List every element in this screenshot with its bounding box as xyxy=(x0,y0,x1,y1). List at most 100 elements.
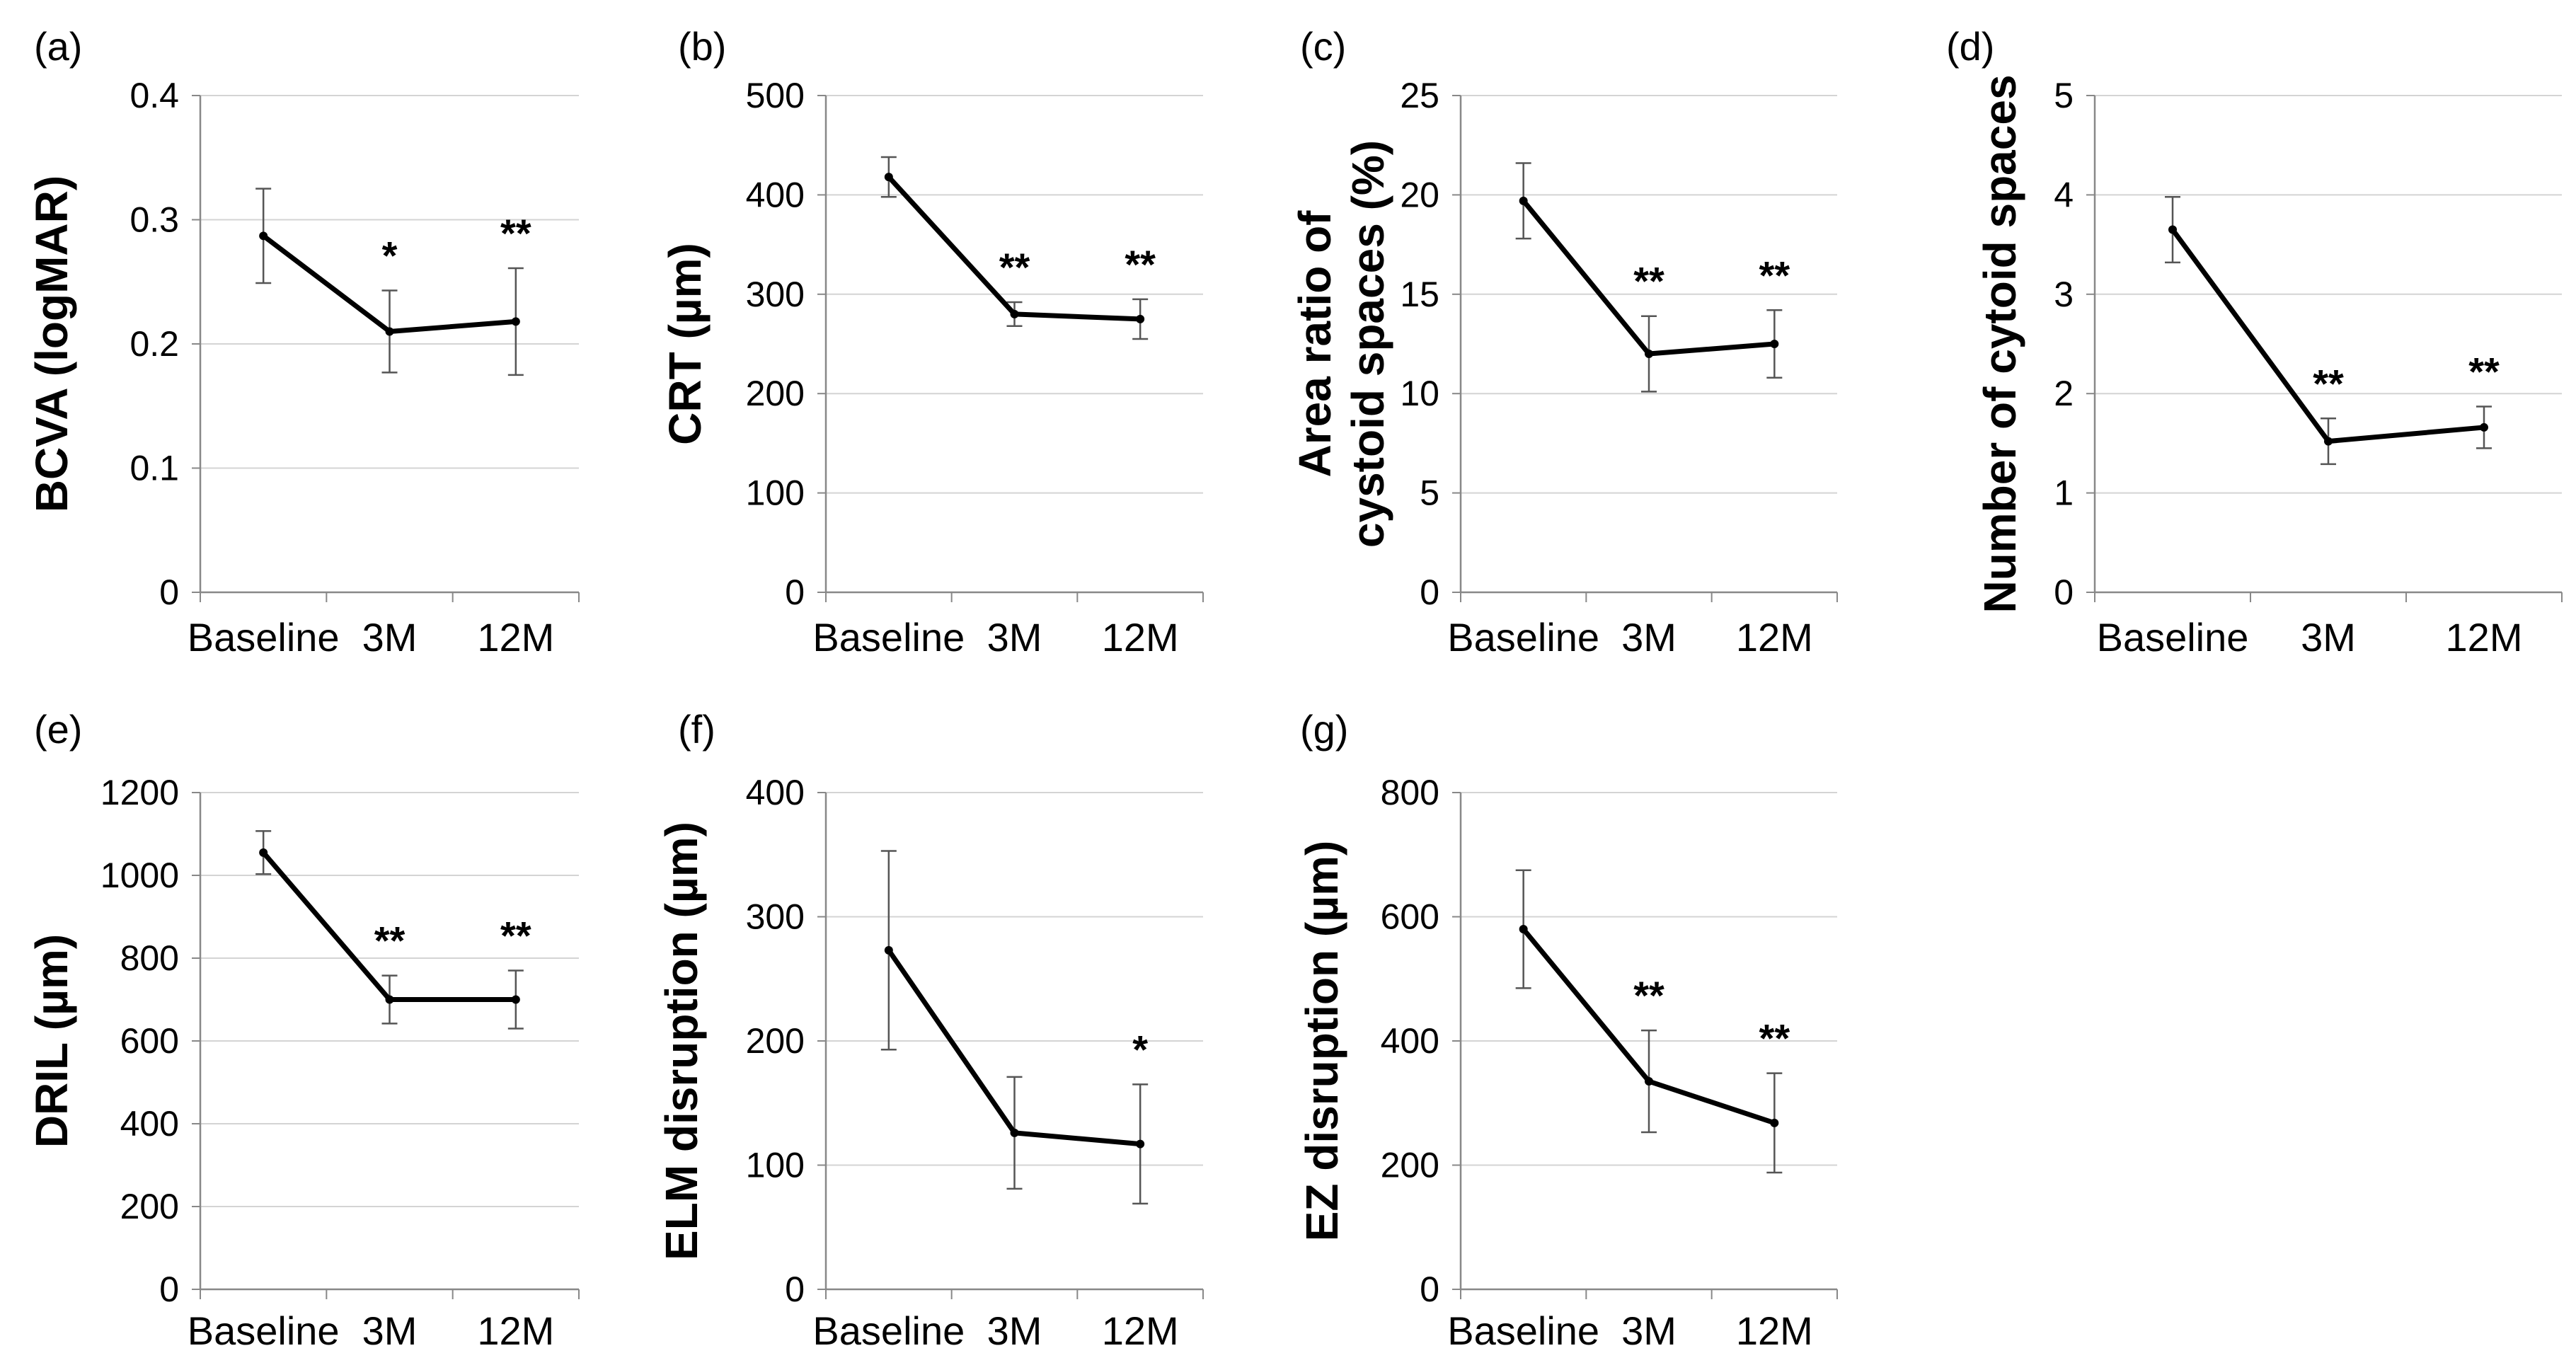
panel-a-data-point xyxy=(385,327,394,336)
panel-c-category-12m: 12M xyxy=(1736,615,1813,660)
panel-e-ylabel: DRIL (µm) xyxy=(26,934,77,1148)
panel-e-ytick-label: 200 xyxy=(120,1187,179,1226)
panel-f-ytick-label: 300 xyxy=(746,897,805,937)
panel-g-ylabel: EZ disruption (µm) xyxy=(1296,841,1347,1242)
panel-b-data-point xyxy=(1010,309,1019,318)
panel-c-ytick-label: 0 xyxy=(1420,572,1439,612)
panel-a-category-3m: 3M xyxy=(362,615,418,660)
panel-e-ytick-label: 1200 xyxy=(100,773,179,812)
panel-c-ytick-label: 25 xyxy=(1400,76,1439,115)
panel-e-category-baseline: Baseline xyxy=(188,1308,340,1353)
panel-f-ylabel: ELM disruption (µm) xyxy=(656,822,707,1260)
panel-c-data-point xyxy=(1645,350,1653,359)
panel-f-ytick-label: 100 xyxy=(746,1146,805,1185)
panel-b-ytick-label: 200 xyxy=(746,374,805,413)
panel-d-category-baseline: Baseline xyxy=(2097,615,2249,660)
panel-c-data-point xyxy=(1770,340,1779,348)
panel-d-ytick-label: 4 xyxy=(2054,175,2074,214)
panel-a-category-baseline: Baseline xyxy=(188,615,340,660)
panel-g-significance-marker: ** xyxy=(1633,973,1664,1018)
panel-d-chart: (d) 0 1 2 3 4 5 Baseline 3M 12M ** ** Number of cyto… xyxy=(1946,24,2563,660)
panel-c-significance-marker: ** xyxy=(1759,253,1790,297)
panel-f-category-3m: 3M xyxy=(987,1308,1042,1353)
panel-b-chart: (b) 0 100 200 300 400 500 Baseline 3M 12M ** ** CRT … xyxy=(660,24,1204,660)
panel-c-ytick-label: 20 xyxy=(1400,175,1439,214)
panel-b-ytick-label: 500 xyxy=(746,76,805,115)
panel-d-category-12m: 12M xyxy=(2446,615,2523,660)
panel-a-ytick-label: 0 xyxy=(159,572,179,612)
panel-d-significance-marker: ** xyxy=(2313,361,2344,405)
panel-b-significance-marker: ** xyxy=(1125,242,1156,287)
panel-a-ytick-label: 0.4 xyxy=(130,76,179,115)
panel-f-data-point xyxy=(1010,1128,1019,1137)
panel-e-significance-marker: ** xyxy=(500,914,531,958)
panel-e-ytick-label: 0 xyxy=(159,1270,179,1309)
panel-d-series-line xyxy=(2170,228,2485,444)
panel-a-ytick-label: 0.3 xyxy=(130,200,179,240)
panel-d-ytick-label: 3 xyxy=(2054,275,2074,314)
panel-b-category-baseline: Baseline xyxy=(812,615,965,660)
panel-d-data-point xyxy=(2324,437,2333,446)
panel-d-data-point xyxy=(2168,225,2177,234)
panel-c-ytick-label: 10 xyxy=(1400,374,1439,413)
panel-g-data-point xyxy=(1645,1077,1653,1086)
panel-b-label: (b) xyxy=(678,24,726,69)
panel-g-category-3m: 3M xyxy=(1621,1308,1677,1353)
panel-g-ytick-label: 400 xyxy=(1381,1021,1439,1061)
panel-e-category-12m: 12M xyxy=(477,1308,554,1353)
panel-e-significance-marker: ** xyxy=(374,919,406,963)
panel-d-ytick-label: 1 xyxy=(2054,473,2074,513)
panel-f-ytick-label: 0 xyxy=(785,1270,805,1309)
panel-b-data-point xyxy=(884,173,893,182)
panel-b-ytick-label: 0 xyxy=(785,572,805,612)
panel-b-category-3m: 3M xyxy=(987,615,1042,660)
panel-c-significance-marker: ** xyxy=(1633,259,1664,304)
panel-b-ylabel: CRT (µm) xyxy=(660,243,711,445)
panel-c-ytick-label: 5 xyxy=(1420,473,1439,513)
panel-a-significance-marker: * xyxy=(382,234,398,278)
panel-f-chart: (f) 0 100 200 300 400 Baseline 3M 12M * ELM disrup… xyxy=(656,707,1204,1353)
panel-e-ytick-label: 400 xyxy=(120,1104,179,1144)
panel-f-significance-marker: * xyxy=(1132,1027,1148,1071)
panel-e-label: (e) xyxy=(34,707,82,752)
panel-g-label: (g) xyxy=(1300,707,1348,752)
panel-d-ytick-label: 2 xyxy=(2054,374,2074,413)
panel-a-ytick-label: 0.1 xyxy=(130,449,179,488)
panel-b-significance-marker: ** xyxy=(999,245,1030,289)
panel-a-data-point xyxy=(511,317,520,326)
panel-e-ytick-label: 600 xyxy=(120,1021,179,1061)
panel-f-data-point xyxy=(884,945,893,955)
panel-a-label: (a) xyxy=(34,24,82,69)
panel-d-ytick-label: 0 xyxy=(2054,572,2074,612)
panel-c-label: (c) xyxy=(1300,24,1346,69)
panel-c-category-3m: 3M xyxy=(1621,615,1677,660)
panel-e-data-point xyxy=(385,995,394,1004)
panel-g-ytick-label: 800 xyxy=(1381,773,1439,812)
panel-f-category-baseline: Baseline xyxy=(812,1308,965,1353)
panel-g-data-point xyxy=(1770,1118,1779,1127)
panel-d-category-3m: 3M xyxy=(2301,615,2356,660)
panel-f-label: (f) xyxy=(678,707,715,752)
panel-a-data-point xyxy=(259,231,268,241)
panel-a-significance-marker: ** xyxy=(500,211,531,255)
panel-b-category-12m: 12M xyxy=(1102,615,1179,660)
panel-e-ytick-label: 1000 xyxy=(100,856,179,895)
panel-b-data-point xyxy=(1136,314,1145,323)
panel-e-category-3m: 3M xyxy=(362,1308,418,1353)
panel-e-chart: (e) 0 200 400 600 800 1000 1200 Baseline 3M 12M ** *… xyxy=(26,707,580,1353)
panel-b-ytick-label: 400 xyxy=(746,175,805,214)
panel-f-ytick-label: 400 xyxy=(746,773,805,812)
panel-b-ytick-label: 300 xyxy=(746,275,805,314)
panel-g-significance-marker: ** xyxy=(1759,1016,1790,1061)
panel-f-data-point xyxy=(1136,1139,1145,1149)
panel-d-ytick-label: 5 xyxy=(2054,76,2074,115)
panel-g-ytick-label: 200 xyxy=(1381,1146,1439,1185)
panel-c-category-baseline: Baseline xyxy=(1447,615,1599,660)
panel-a-ylabel: BCVA (logMAR) xyxy=(26,175,77,512)
panel-c-chart: (c) 0 5 10 15 20 25 Baseline 3M 12M ** ** Area ratio… xyxy=(1289,24,1838,660)
panel-f-category-12m: 12M xyxy=(1102,1308,1179,1353)
panel-a-category-12m: 12M xyxy=(477,615,554,660)
panel-c-ytick-label: 15 xyxy=(1400,275,1439,314)
panel-e-data-point xyxy=(259,848,268,857)
